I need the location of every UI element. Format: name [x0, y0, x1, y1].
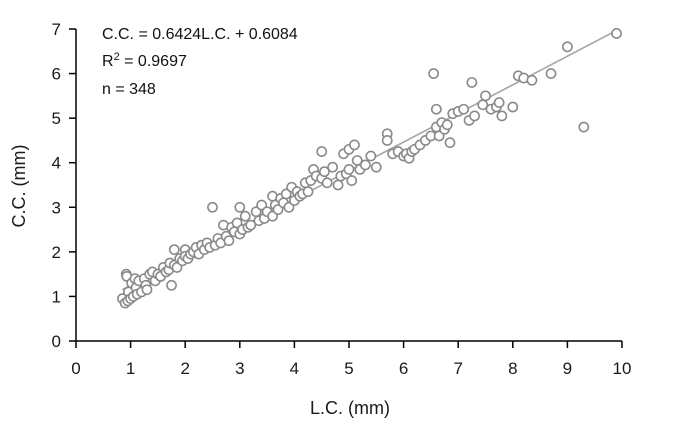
- data-point: [578, 121, 590, 133]
- y-tick-label: 4: [52, 154, 61, 173]
- data-point: [480, 90, 491, 102]
- data-point: [141, 284, 153, 296]
- data-point: [272, 204, 284, 215]
- data-point: [343, 163, 355, 175]
- data-point: [430, 103, 442, 115]
- data-point: [370, 161, 382, 173]
- x-tick-label: 1: [126, 359, 135, 378]
- x-tick-label: 6: [399, 359, 408, 378]
- x-tick-label: 4: [290, 359, 299, 378]
- data-point: [280, 188, 292, 200]
- data-point: [332, 179, 344, 191]
- data-point: [441, 119, 453, 131]
- y-tick-label: 1: [52, 287, 61, 306]
- data-point: [231, 217, 243, 229]
- x-tick-label: 3: [235, 359, 244, 378]
- data-point: [267, 210, 278, 222]
- y-tick-label: 0: [52, 332, 61, 351]
- data-point: [381, 135, 393, 146]
- data-point: [168, 244, 180, 256]
- data-point: [469, 110, 480, 122]
- x-tick-label: 9: [563, 359, 572, 378]
- y-axis-title: C.C. (mm): [9, 145, 29, 228]
- data-point: [283, 201, 295, 213]
- sample-size-label: n = 348: [102, 81, 156, 98]
- regression-annotations: C.C. = 0.6424L.C. + 0.6084 R2 = 0.9697 n…: [102, 26, 298, 98]
- data-point: [507, 101, 519, 113]
- y-tick-label: 7: [52, 20, 61, 39]
- r-squared-label: R2 = 0.9697: [102, 51, 187, 70]
- data-point: [496, 110, 508, 122]
- x-tick-label: 10: [613, 359, 632, 378]
- data-point: [444, 137, 456, 149]
- data-point: [316, 146, 328, 157]
- y-tick-label: 2: [52, 243, 61, 262]
- data-point: [611, 28, 622, 39]
- x-tick-label: 5: [344, 359, 353, 378]
- data-point: [365, 150, 377, 162]
- axes: 0 1 2 3 4 5 6 7 8 9 10 0 1 2 3 4 5 6 7: [52, 20, 632, 378]
- data-point: [545, 68, 557, 79]
- y-tick-label: 6: [52, 65, 61, 84]
- data-point: [207, 201, 218, 213]
- data-point: [526, 74, 538, 86]
- data-point: [433, 130, 445, 142]
- x-tick-label: 7: [453, 359, 462, 378]
- data-point: [327, 161, 339, 173]
- data-point: [349, 139, 360, 151]
- r-squared-superscript: 2: [114, 51, 120, 63]
- data-point: [346, 175, 358, 186]
- regression-equation: C.C. = 0.6424L.C. + 0.6084: [102, 26, 298, 43]
- data-point: [239, 210, 251, 222]
- data-point: [302, 186, 314, 198]
- data-point: [458, 103, 470, 115]
- data-point: [321, 177, 333, 189]
- data-point: [466, 77, 478, 88]
- data-point: [166, 279, 177, 291]
- x-axis-title: L.C. (mm): [310, 398, 390, 418]
- data-point: [562, 41, 573, 53]
- data-point: [223, 235, 235, 247]
- data-point: [234, 201, 246, 213]
- data-point: [256, 199, 268, 211]
- data-point: [319, 166, 330, 178]
- r-squared-prefix: R: [102, 53, 114, 70]
- x-tick-label: 0: [71, 359, 80, 378]
- data-points: [117, 28, 622, 309]
- r-squared-value: = 0.9697: [120, 53, 187, 70]
- x-tick-label: 8: [508, 359, 517, 378]
- y-tick-label: 5: [52, 109, 61, 128]
- data-point: [245, 219, 257, 231]
- data-point: [428, 68, 440, 79]
- data-point: [493, 97, 505, 108]
- y-tick-label: 3: [52, 198, 61, 217]
- x-tick-label: 2: [180, 359, 189, 378]
- data-point: [359, 159, 371, 171]
